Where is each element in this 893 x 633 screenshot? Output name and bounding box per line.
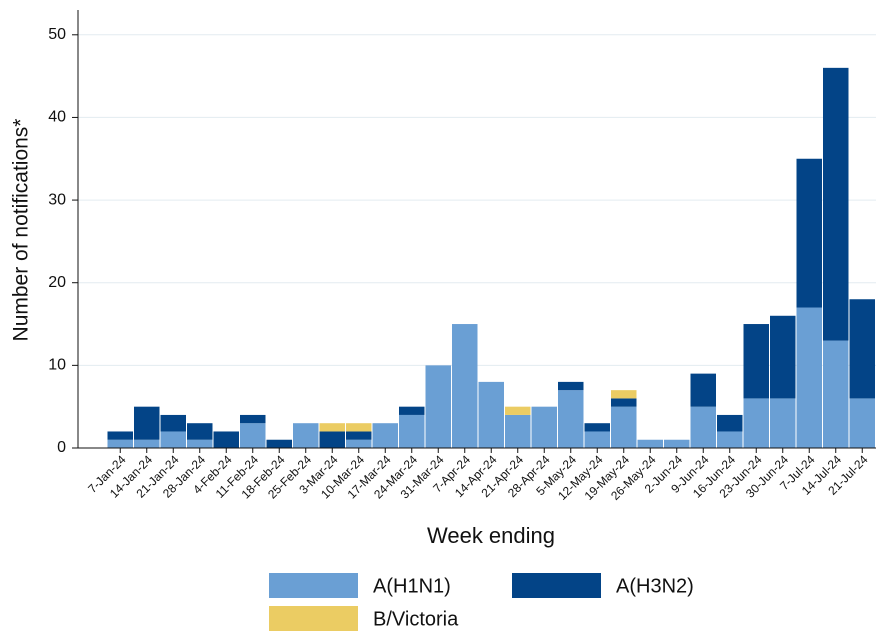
bar-segment [187, 439, 213, 448]
bar-segment [584, 431, 610, 448]
bar-segment [213, 431, 239, 448]
bar-segment [796, 158, 822, 308]
bar-segment [505, 414, 531, 448]
bar-segment [717, 414, 743, 432]
bar-segment [531, 406, 557, 448]
bar-segment [346, 423, 372, 432]
bar-segment [319, 431, 345, 448]
y-tick-label: 20 [48, 274, 66, 291]
bar-segment [823, 67, 849, 341]
bar-segment [240, 423, 266, 448]
legend-label: A(H3N2) [616, 575, 694, 597]
bar-segment [584, 423, 610, 432]
legend-swatch [269, 573, 358, 598]
bar-segment [796, 307, 822, 448]
bar-segment [452, 324, 478, 448]
y-axis-label: Number of notifications* [10, 119, 33, 342]
bar-segment [558, 390, 584, 448]
bar-segment [319, 423, 345, 432]
bar-segment [134, 439, 160, 448]
bar-segment [690, 406, 716, 448]
bar-segment [107, 431, 133, 440]
bar-segment [134, 406, 160, 440]
y-tick-label: 50 [48, 26, 66, 43]
legend-label: A(H1N1) [373, 575, 451, 597]
bar-segment [823, 340, 849, 448]
bar-segment [160, 431, 186, 448]
bar-segment [107, 439, 133, 448]
bar-segment [611, 406, 637, 448]
bar-segment [399, 414, 425, 448]
bar-segment [425, 365, 451, 448]
bar-segment [770, 315, 796, 399]
bar-segment [346, 431, 372, 440]
legend-swatch [512, 573, 601, 598]
y-tick-label: 30 [48, 191, 66, 208]
bar-segment [664, 439, 690, 448]
y-tick-label: 0 [57, 439, 66, 456]
bar-segment [187, 423, 213, 440]
bar-segment [160, 414, 186, 432]
bar-segment [399, 406, 425, 415]
y-tick-label: 10 [48, 357, 66, 374]
bar-segment [770, 398, 796, 448]
bar-segment [690, 373, 716, 407]
bar-segment [743, 398, 769, 448]
bar-segment [266, 439, 292, 448]
bar-segment [849, 299, 875, 399]
bar-segment [849, 398, 875, 448]
bar-segment [293, 423, 319, 448]
bar-segment [505, 406, 531, 415]
bar-segment [558, 381, 584, 391]
bar-segment [372, 423, 398, 448]
bar-segment [743, 324, 769, 399]
x-axis-label: Week ending [427, 523, 555, 548]
bar-segment [611, 398, 637, 407]
bar-segment [637, 439, 663, 448]
bar-segment [240, 414, 266, 424]
bar-segment [346, 439, 372, 448]
legend-label: B/Victoria [373, 608, 459, 630]
bar-segment [611, 390, 637, 399]
bar-segment [478, 381, 504, 448]
bar-segment [717, 431, 743, 448]
legend-swatch [269, 606, 358, 631]
y-tick-label: 40 [48, 109, 66, 126]
